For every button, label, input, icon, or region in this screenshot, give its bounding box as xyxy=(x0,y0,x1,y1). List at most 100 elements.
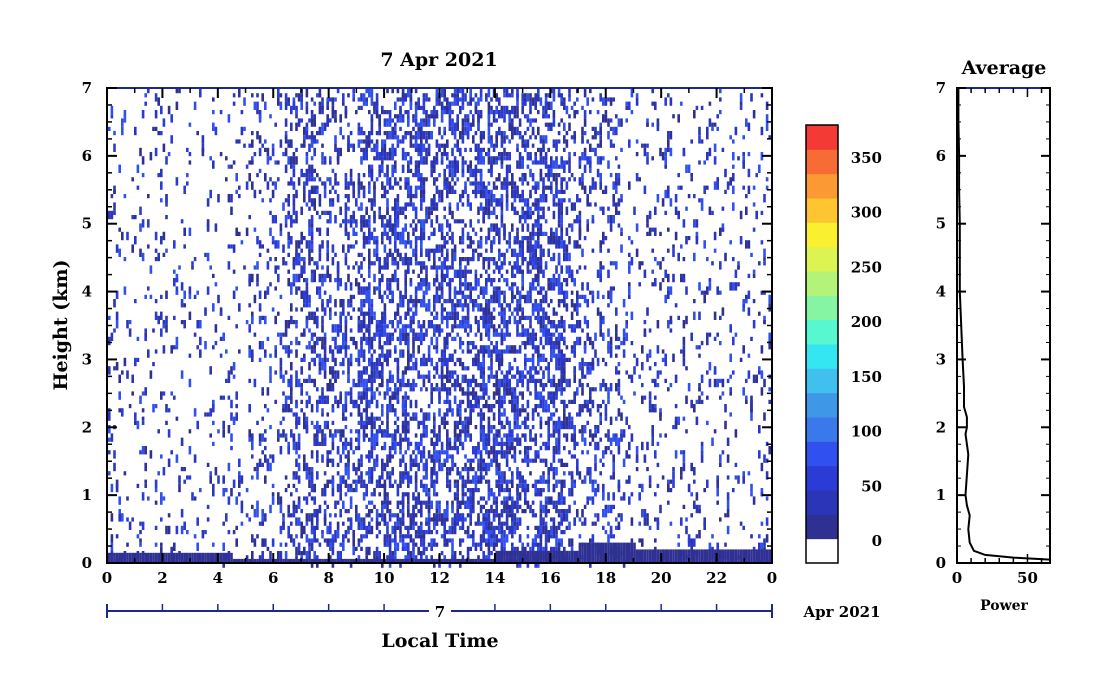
heatmap-cell xyxy=(292,320,296,325)
heatmap-cell xyxy=(529,97,532,102)
heatmap-cell xyxy=(321,336,324,341)
heatmap-cell xyxy=(355,546,358,551)
heatmap-cell xyxy=(537,202,540,211)
heatmap-cell xyxy=(446,110,449,115)
heatmap-cell xyxy=(308,492,311,497)
heatmap-cell xyxy=(459,383,462,392)
heatmap-cell xyxy=(256,261,259,270)
heatmap-cell xyxy=(539,492,543,497)
heatmap-cell xyxy=(451,210,454,220)
heatmap-cell xyxy=(394,546,397,556)
heatmap-cell xyxy=(370,131,374,136)
heatmap-cell xyxy=(251,315,254,325)
heatmap-cell xyxy=(370,395,374,404)
heatmap-cell xyxy=(344,479,348,488)
heatmap-cell xyxy=(482,206,485,211)
heatmap-cell xyxy=(394,429,397,434)
surface-layer-cell xyxy=(269,558,272,563)
heatmap-cell xyxy=(196,517,199,526)
heatmap-cell xyxy=(487,395,491,400)
heatmap-cell xyxy=(373,181,376,190)
heatmap-cell xyxy=(383,467,387,472)
heatmap-cell xyxy=(438,244,441,249)
heatmap-cell xyxy=(500,215,504,224)
heatmap-cell xyxy=(399,252,402,262)
heatmap-cell xyxy=(479,345,483,354)
heatmap-cell xyxy=(516,126,519,136)
heatmap-cell xyxy=(277,437,280,442)
heatmap-cell xyxy=(482,496,485,501)
heatmap-cell xyxy=(399,387,402,392)
heatmap-cell xyxy=(474,168,478,178)
heatmap-cell xyxy=(443,105,446,110)
heatmap-cell xyxy=(531,236,535,241)
heatmap-cell xyxy=(539,286,543,295)
heatmap-cell xyxy=(193,101,197,110)
surface-layer-cell xyxy=(126,552,129,563)
surface-layer-cell xyxy=(245,558,249,563)
heatmap-cell xyxy=(492,530,496,539)
heatmap-cell xyxy=(305,320,309,329)
heatmap-cell xyxy=(404,315,407,320)
heatmap-cell xyxy=(329,513,332,518)
heatmap-cell xyxy=(492,324,496,333)
heatmap-cell xyxy=(472,357,475,362)
heatmap-cell xyxy=(381,110,384,115)
heatmap-cell xyxy=(485,538,488,543)
heatmap-cell xyxy=(391,261,394,266)
heatmap-cell xyxy=(326,269,329,278)
heatmap-cell xyxy=(183,467,186,472)
heatmap-cell xyxy=(503,185,506,190)
heatmap-cell xyxy=(490,278,493,287)
heatmap-cell xyxy=(422,546,426,556)
heatmap-cell xyxy=(482,441,485,451)
surface-layer-cell xyxy=(448,558,452,563)
heatmap-cell xyxy=(539,244,543,249)
heatmap-cell xyxy=(336,273,340,283)
heatmap-cell xyxy=(422,446,426,451)
heatmap-cell xyxy=(295,420,298,425)
heatmap-cell xyxy=(461,420,465,430)
heatmap-cell xyxy=(482,257,485,266)
heatmap-cell xyxy=(204,307,207,316)
heatmap-cell xyxy=(295,546,298,551)
heatmap-cell xyxy=(196,131,199,136)
heatmap-cell xyxy=(282,513,285,518)
heatmap-cell xyxy=(482,504,485,509)
heatmap-cell xyxy=(472,248,475,253)
heatmap-cell xyxy=(427,496,431,505)
heatmap-cell xyxy=(396,261,400,270)
heatmap-cell xyxy=(396,118,400,123)
heatmap-cell xyxy=(308,546,311,551)
heatmap-cell xyxy=(537,223,540,228)
heatmap-cell xyxy=(472,496,475,505)
heatmap-cell xyxy=(498,236,501,245)
heatmap-cell xyxy=(310,378,314,383)
heatmap-cell xyxy=(316,458,319,463)
heatmap-cell xyxy=(313,114,316,123)
heatmap-cell xyxy=(451,303,454,312)
heatmap-cell xyxy=(490,122,493,127)
heatmap-cell xyxy=(334,513,337,518)
heatmap-cell xyxy=(365,391,368,400)
heatmap-cell xyxy=(339,475,342,484)
heatmap-cell xyxy=(453,143,457,148)
heatmap-cell xyxy=(425,131,428,136)
heatmap-cell xyxy=(407,446,410,451)
heatmap-cell xyxy=(339,437,342,442)
heatmap-cell xyxy=(500,202,504,211)
heatmap-cell xyxy=(339,324,342,333)
heatmap-cell xyxy=(331,349,335,358)
heatmap-cell xyxy=(526,412,530,417)
heatmap-cell xyxy=(518,517,522,526)
heatmap-cell xyxy=(472,252,475,262)
surface-layer-cell xyxy=(157,552,160,563)
heatmap-cell xyxy=(147,194,150,199)
heatmap-cell xyxy=(503,307,506,316)
surface-layer-cell xyxy=(396,558,400,563)
heatmap-cell xyxy=(503,504,506,509)
heatmap-cell xyxy=(339,210,342,215)
heatmap-cell xyxy=(534,231,537,236)
heatmap-cell xyxy=(537,307,540,316)
heatmap-cell xyxy=(500,546,504,551)
